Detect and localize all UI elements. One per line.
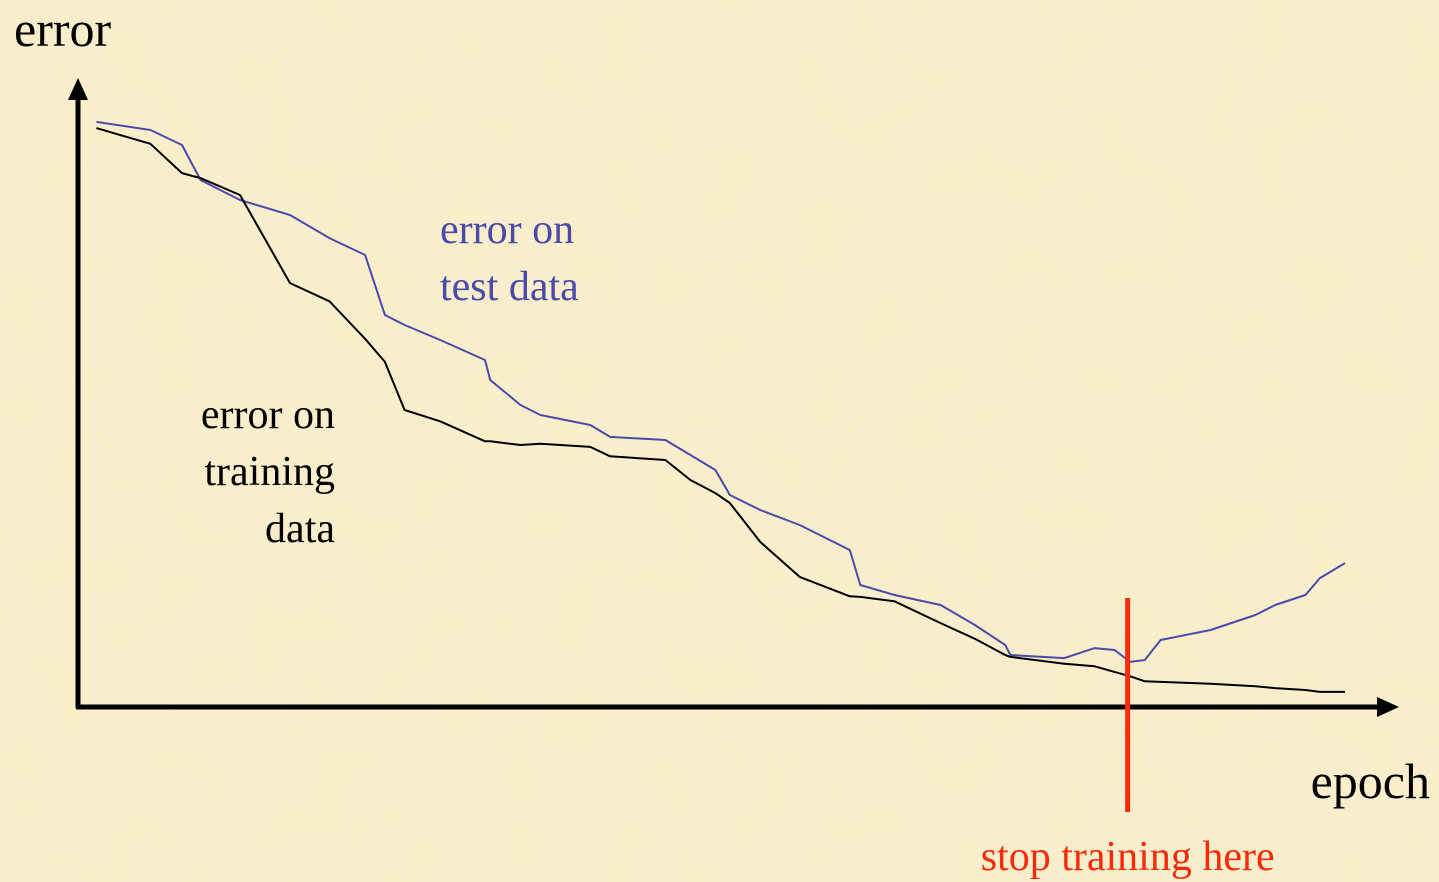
series-label: error on	[201, 392, 335, 438]
x-axis-arrow	[1377, 697, 1399, 717]
series-line	[96, 127, 1345, 693]
x-axis-label: epoch	[1311, 753, 1430, 809]
series-line	[96, 120, 1346, 663]
annotation-label: stop training here	[981, 834, 1275, 880]
y-axis-arrow	[68, 78, 88, 100]
y-axis-label: error	[14, 1, 111, 57]
series-label: error on	[440, 207, 574, 253]
series-label: test data	[440, 264, 579, 310]
series-label: training	[204, 449, 335, 495]
series-label: data	[265, 506, 335, 552]
